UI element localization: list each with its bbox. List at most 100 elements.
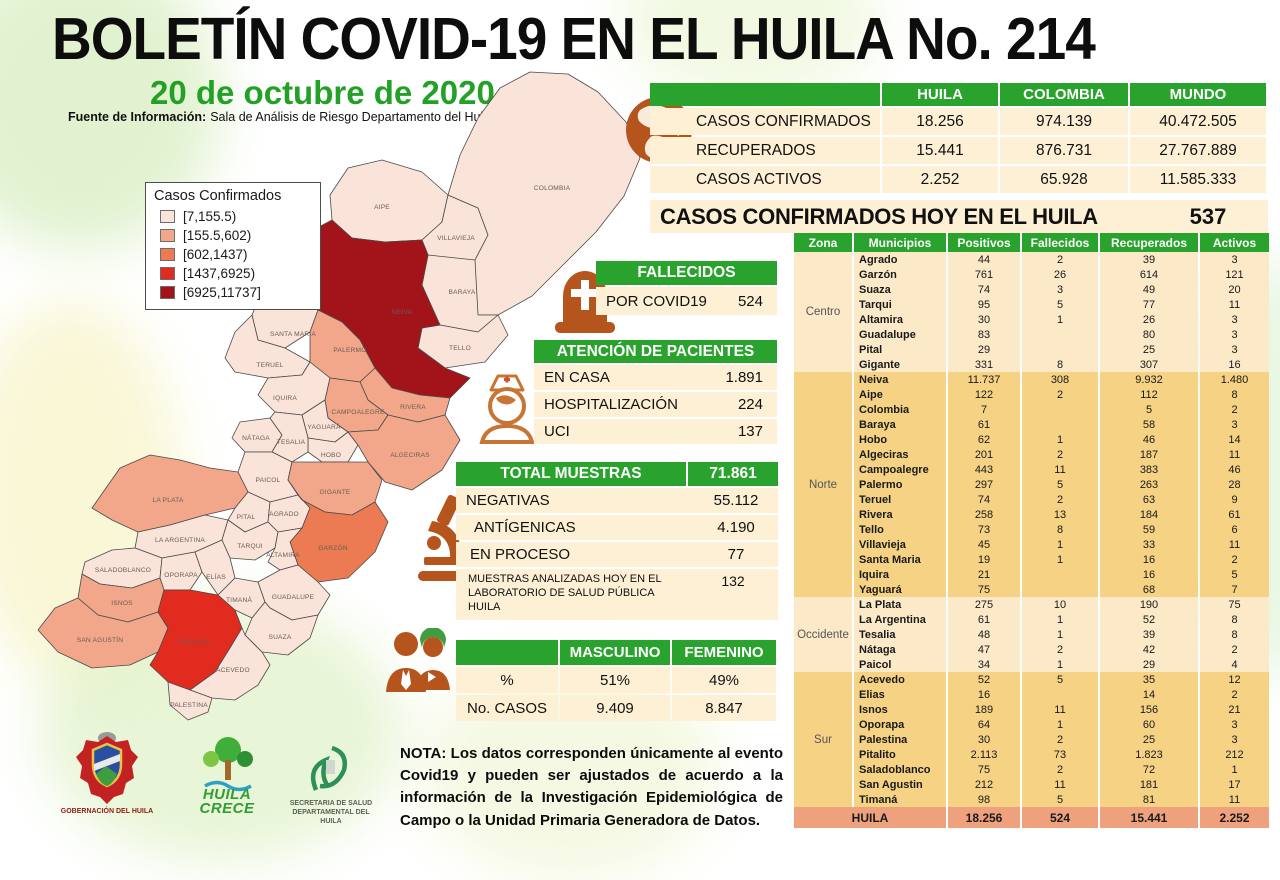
atencion-value: 224 <box>737 396 763 413</box>
municipality-value: 45 <box>948 537 1020 552</box>
muestras-label: EN PROCESO <box>470 546 571 563</box>
municipality-value: 48 <box>948 627 1020 642</box>
municipality-value: 39 <box>1100 627 1198 642</box>
municipality-name: Colombia <box>854 402 946 417</box>
municipality-value: 11 <box>1022 702 1098 717</box>
municipality-shape-oporapa <box>159 551 203 591</box>
summary-row-label: CASOS ACTIVOS <box>650 166 880 193</box>
summary-value: 974.139 <box>1000 108 1128 135</box>
municipality-value: 3 <box>1200 342 1269 357</box>
municipality-name: Agrado <box>854 252 946 267</box>
zone-header-activos: Activos <box>1200 233 1269 252</box>
municipality-label-saladoblanco: SALADOBLANCO <box>95 567 151 574</box>
municipality-name: Nátaga <box>854 642 946 657</box>
atencion-value: 1.891 <box>725 369 763 386</box>
municipality-value: 2 <box>1022 732 1098 747</box>
summary-value: 15.441 <box>882 137 998 164</box>
municipality-value: 62 <box>948 432 1020 447</box>
zone-name-occidente: Occidente <box>794 597 852 672</box>
total-value: 524 <box>1022 807 1098 828</box>
municipality-name: Santa Maria <box>854 552 946 567</box>
municipality-value: 3 <box>1200 732 1269 747</box>
table-total-row: HUILA 18.256 524 15.441 2.252 <box>794 807 1269 828</box>
municipality-label-hobo: HOBO <box>321 452 341 459</box>
today-label: CASOS CONFIRMADOS HOY EN EL HUILA <box>660 203 1098 229</box>
municipality-value: 3 <box>1200 312 1269 327</box>
municipality-value: 52 <box>1100 612 1198 627</box>
municipality-value: 61 <box>948 417 1020 432</box>
bulletin-date: 20 de octubre de 2020 <box>150 74 495 111</box>
municipality-value: 52 <box>948 672 1020 687</box>
municipality-value: 42 <box>1100 642 1198 657</box>
municipality-value: 308 <box>1022 372 1098 387</box>
municipality-name: Altamira <box>854 312 946 327</box>
municipality-value: 212 <box>948 777 1020 792</box>
table-row: Aipe 122 2 112 8 <box>794 387 1269 402</box>
municipality-name: Rivera <box>854 507 946 522</box>
municipality-label-san-agustín: SAN AGUSTÍN <box>77 635 124 644</box>
municipality-value: 5 <box>1022 477 1098 492</box>
table-row: Occidente La Plata 275 10 190 75 <box>794 597 1269 672</box>
muestras-row: NEGATIVAS 55.112 <box>456 488 778 513</box>
municipality-name: Algeciras <box>854 447 946 462</box>
municipality-value: 1 <box>1022 612 1098 627</box>
fallecidos-header: FALLECIDOS <box>596 261 777 285</box>
municipality-value: 30 <box>948 732 1020 747</box>
municipality-value <box>1022 342 1098 357</box>
today-banner: CASOS CONFIRMADOS HOY EN EL HUILA 537 <box>650 200 1268 233</box>
atencion-header: ATENCIÓN DE PACIENTES <box>534 340 777 363</box>
table-row: Pital 29 25 3 <box>794 342 1269 357</box>
municipality-value: 60 <box>1100 717 1198 732</box>
municipality-name: Pitalito <box>854 747 946 762</box>
gobernacion-caption: GOBERNACIÓN DEL HUILA <box>60 808 154 815</box>
municipality-value: 761 <box>948 267 1020 282</box>
atencion-label: EN CASA <box>544 369 610 386</box>
municipality-value <box>1022 417 1098 432</box>
total-label: HUILA <box>794 807 946 828</box>
municipality-value: 2 <box>1022 252 1098 267</box>
municipality-value: 73 <box>948 522 1020 537</box>
table-row: Algeciras 201 2 187 11 <box>794 447 1269 462</box>
muestras-label: NEGATIVAS <box>466 492 550 509</box>
municipality-value: 1 <box>1022 537 1098 552</box>
municipality-value: 10 <box>1022 597 1098 612</box>
municipality-value: 74 <box>948 492 1020 507</box>
municipality-value: 16 <box>1100 567 1198 582</box>
municipality-value: 443 <box>948 462 1020 477</box>
municipality-value: 34 <box>948 657 1020 672</box>
municipality-value <box>1022 687 1098 702</box>
atencion-box: ATENCIÓN DE PACIENTES EN CASA 1.891 HOSPIT… <box>534 340 777 444</box>
municipality-value: 16 <box>948 687 1020 702</box>
municipality-name: Hobo <box>854 432 946 447</box>
municipality-name: Gigante <box>854 357 946 372</box>
municipality-value: 35 <box>1100 672 1198 687</box>
municipality-value: 3 <box>1200 327 1269 342</box>
municipality-value: 14 <box>1100 687 1198 702</box>
nurse-icon <box>479 374 535 444</box>
table-row: Campoalegre 443 11 383 46 <box>794 462 1269 477</box>
secretaria-caption: SECRETARIA DE SALUD DEPARTAMENTAL DEL HU… <box>289 800 373 825</box>
table-row: Sur Acevedo 52 5 35 12 <box>794 672 1269 807</box>
municipality-label-neiva: NEIVA <box>392 309 413 316</box>
municipality-value: 2 <box>1200 687 1269 702</box>
municipality-label-algeciras: ALGECIRAS <box>390 452 430 459</box>
municipality-value: 16 <box>1200 357 1269 372</box>
municipality-value: 19 <box>948 552 1020 567</box>
municipality-name: Tarqui <box>854 297 946 312</box>
municipality-value: 77 <box>1100 297 1198 312</box>
municipality-value: 1 <box>1022 657 1098 672</box>
municipality-label-nátaga: NÁTAGA <box>242 433 270 442</box>
municipality-value: 1 <box>1022 432 1098 447</box>
municipality-name: Neiva <box>854 372 946 387</box>
municipality-label-oporapa: OPORAPA <box>164 572 198 579</box>
municipality-value: 68 <box>1100 582 1198 597</box>
municipality-value: 17 <box>1200 777 1269 792</box>
municipality-name: Suaza <box>854 282 946 297</box>
municipality-value: 21 <box>948 567 1020 582</box>
municipality-value: 12 <box>1200 672 1269 687</box>
municipality-value: 61 <box>948 612 1020 627</box>
municipality-value: 1 <box>1022 312 1098 327</box>
municipality-value: 2.113 <box>948 747 1020 762</box>
municipality-label-timaná: TIMANÁ <box>226 595 253 604</box>
municipality-value: 8 <box>1022 357 1098 372</box>
